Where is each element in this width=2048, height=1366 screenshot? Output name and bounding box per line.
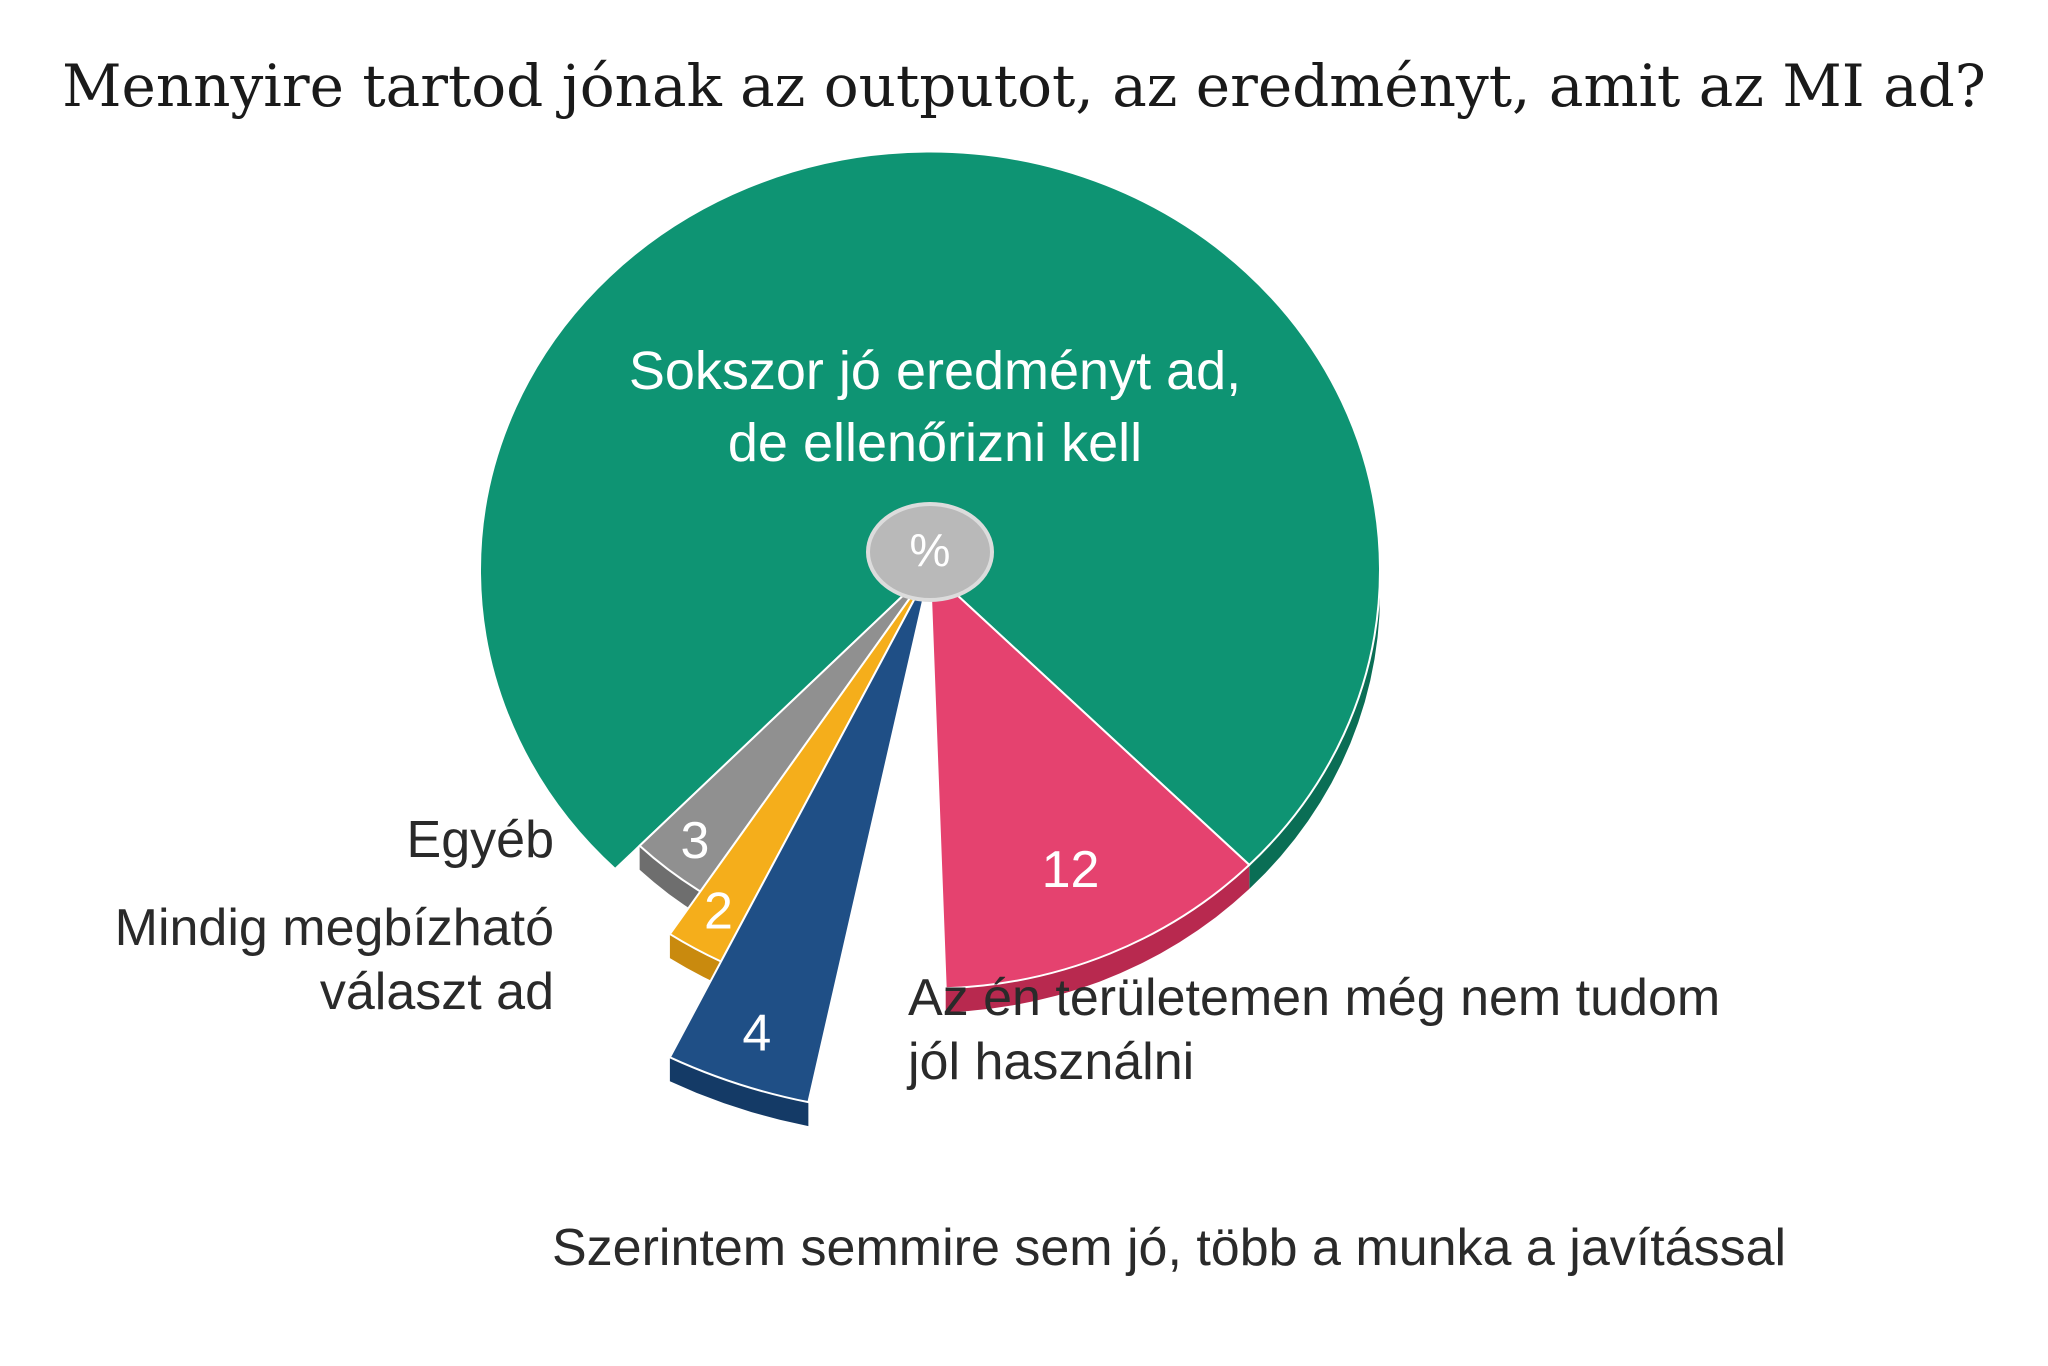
label-mindig-line-1: Mindig megbízható (114, 899, 554, 957)
slice-side-3 (639, 845, 701, 916)
label-terulet-line-2: jól használni (908, 1033, 1195, 1091)
label-mindig-line-2: választ ad (319, 963, 554, 1021)
label-egyeb-line-1: Egyéb (406, 811, 554, 869)
chart-title: Mennyire tartod jónak az outputot, az er… (62, 52, 1986, 120)
unit-label: % (910, 524, 951, 576)
unit-badge (866, 502, 994, 602)
slice-0 (928, 567, 1251, 990)
slice-side-4 (1249, 570, 1380, 889)
value-label-0: 12 (1042, 841, 1100, 899)
slice-side-0 (945, 864, 1250, 1013)
value-label-3: 3 (680, 812, 709, 870)
label-egyeb: Egyéb (407, 808, 554, 872)
label-sokszor: Sokszor jó eredményt ad, de ellenőrizni … (540, 335, 1330, 479)
value-label-1: 4 (742, 1004, 771, 1062)
label-terulet-line-1: Az én területemen még nem tudom (908, 969, 1721, 1027)
label-mindig: Mindig megbízható választ ad (115, 896, 554, 1024)
label-szerintem-line-1: Szerintem semmire sem jó, több a munka a… (552, 1219, 1787, 1277)
label-szerintem: Szerintem semmire sem jó, több a munka a… (552, 1216, 1786, 1280)
label-terulet: Az én területemen még nem tudom jól hasz… (908, 966, 1720, 1094)
value-label-2: 2 (704, 883, 733, 941)
slice-1 (668, 569, 931, 1104)
label-sokszor-line-2: de ellenőrizni kell (727, 413, 1143, 473)
label-sokszor-line-1: Sokszor jó eredményt ad, (628, 341, 1242, 401)
slice-side-1 (669, 1057, 809, 1127)
slice-side-2 (669, 934, 722, 986)
